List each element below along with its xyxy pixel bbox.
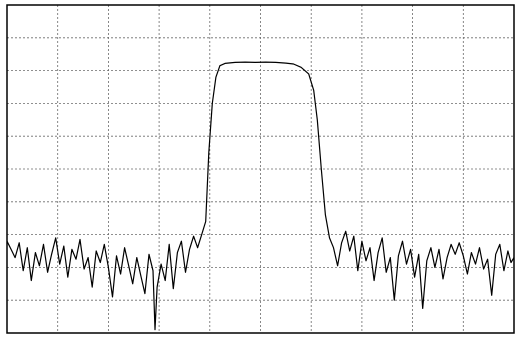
plot-frame bbox=[6, 4, 515, 334]
grid bbox=[7, 5, 514, 333]
spectrum-trace-line bbox=[6, 61, 515, 331]
